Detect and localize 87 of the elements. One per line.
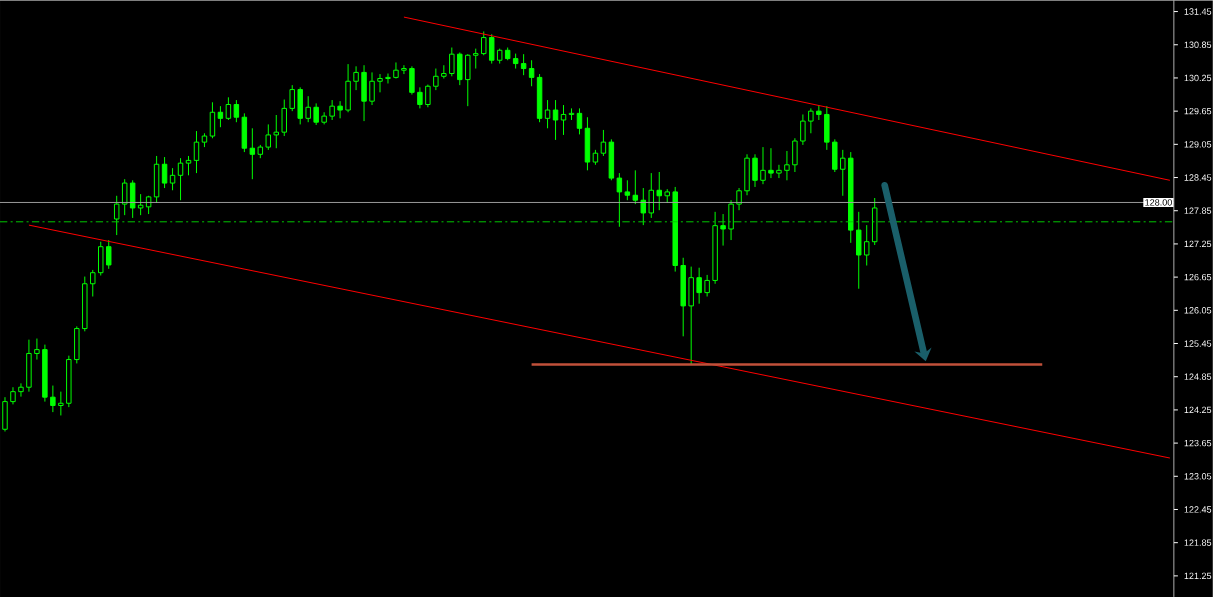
candlestick — [640, 187, 647, 226]
candlestick — [808, 107, 814, 134]
candlestick — [488, 33, 495, 64]
candlestick — [656, 171, 662, 211]
candlestick — [34, 337, 40, 360]
candlestick — [217, 105, 224, 128]
candlestick — [760, 146, 766, 185]
candlestick — [265, 123, 272, 151]
y-tick-label: 124.25 — [1184, 406, 1212, 413]
candlestick — [863, 224, 870, 266]
candlestick — [185, 155, 192, 176]
candlestick — [576, 107, 583, 135]
y-tick-label: 129.65 — [1184, 107, 1212, 115]
candlestick — [600, 129, 607, 157]
candlestick — [121, 178, 128, 216]
candlestick — [449, 46, 455, 77]
y-tick-label: 130.85 — [1184, 41, 1212, 48]
candlestick — [105, 239, 112, 270]
candlestick — [281, 98, 287, 137]
y-tick-label: 126.05 — [1184, 306, 1212, 314]
candlestick — [520, 53, 527, 76]
y-tick-label: 121.85 — [1184, 539, 1212, 546]
candlestick — [720, 213, 726, 246]
candlestick — [161, 156, 168, 189]
candlestick — [401, 64, 407, 75]
candlestick — [305, 95, 311, 123]
candlestick — [393, 61, 399, 79]
candlestick — [840, 149, 846, 197]
y-tick-label: 125.45 — [1184, 340, 1212, 347]
candlestick — [768, 147, 774, 179]
candlestick — [648, 172, 655, 219]
candlestick — [289, 84, 295, 112]
y-tick-label: 127.85 — [1184, 207, 1212, 214]
candlestick — [385, 72, 391, 84]
candlestick — [273, 114, 280, 149]
candlestick — [552, 99, 559, 141]
y-tick-label: 123.05 — [1184, 472, 1212, 480]
candlestick — [616, 172, 623, 228]
candlestick — [18, 382, 24, 397]
y-tick-label: 126.65 — [1184, 273, 1212, 281]
candlestick — [233, 99, 240, 123]
y-tick-label: 122.45 — [1184, 506, 1212, 513]
candlestick — [784, 150, 790, 181]
y-tick-label: 128.45 — [1184, 174, 1212, 181]
candlestick — [704, 274, 710, 297]
candlestick — [473, 47, 479, 69]
y-tick-label: 121.25 — [1184, 572, 1212, 579]
candlestick — [792, 137, 798, 173]
candlestick — [480, 30, 487, 56]
y-tick-label: 129.05 — [1184, 140, 1212, 148]
candlestick — [560, 104, 567, 136]
candlestick — [632, 169, 639, 205]
candlestick — [209, 101, 216, 139]
candlestick — [249, 127, 256, 180]
candlestick — [369, 71, 375, 106]
candlestick — [337, 100, 343, 119]
candlestick — [177, 157, 184, 201]
candlestick — [90, 269, 96, 297]
candlestick — [752, 153, 758, 188]
candlestick — [776, 164, 782, 179]
ref-line-label: 128.00 — [1145, 199, 1172, 206]
candlestick — [433, 67, 439, 91]
candlestick — [736, 187, 742, 211]
candlestick — [353, 65, 359, 91]
candlestick — [225, 96, 232, 121]
candlestick — [329, 99, 335, 121]
y-tick-label: 130.25 — [1184, 74, 1212, 81]
candlestick — [169, 167, 176, 191]
candlestick — [137, 193, 144, 216]
candlestick — [425, 83, 431, 108]
y-tick-label: 123.65 — [1184, 439, 1212, 447]
candlestick — [409, 65, 415, 95]
candlestick — [377, 73, 383, 93]
candlestick — [528, 59, 535, 87]
candlestick — [544, 99, 551, 129]
candlestick — [624, 179, 631, 201]
candlestick — [313, 102, 319, 126]
candlestick — [58, 390, 64, 416]
y-tick-label: 131.45 — [1184, 8, 1212, 15]
y-tick-label: 127.25 — [1184, 240, 1212, 247]
candlestick — [800, 113, 806, 146]
y-tick-label: 124.85 — [1184, 373, 1212, 380]
candlestick — [417, 86, 423, 109]
candlestick — [113, 195, 120, 236]
candlestick — [696, 267, 702, 304]
candlestick — [193, 130, 200, 174]
candlestick — [50, 384, 56, 413]
